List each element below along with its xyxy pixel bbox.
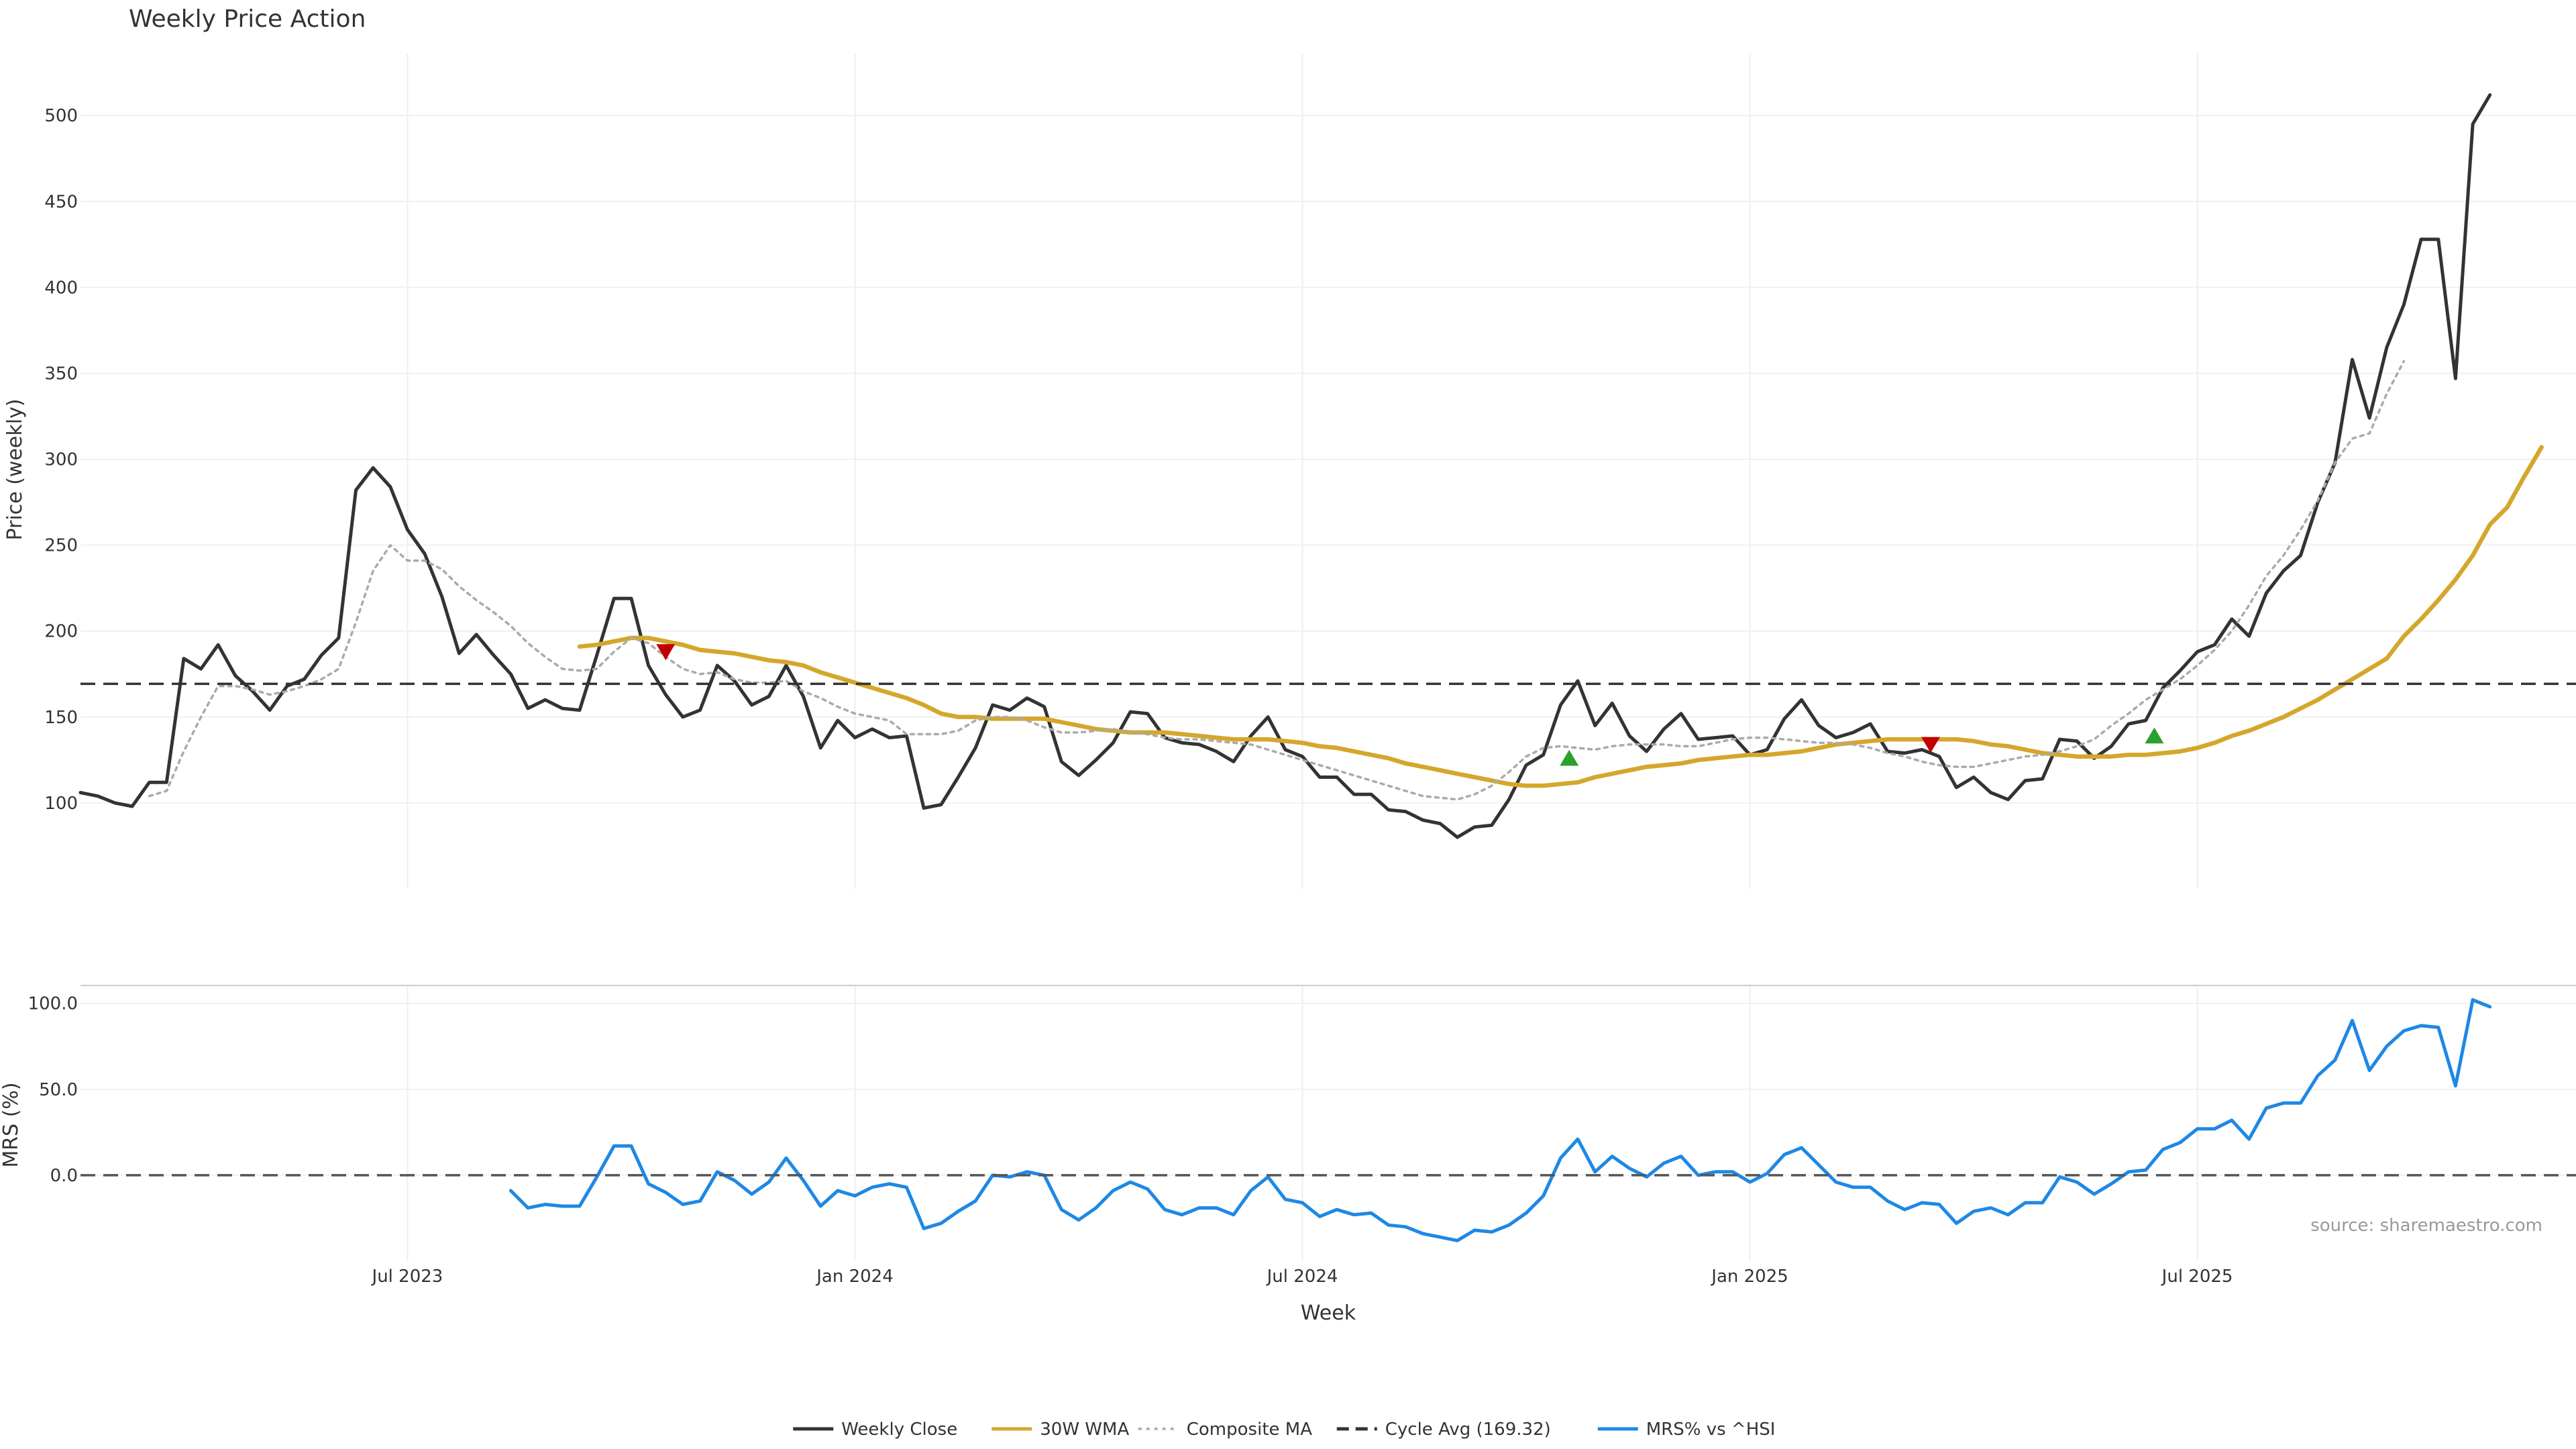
- signal-marker-triangle-up: [1560, 749, 1579, 766]
- signal-marker-triangle-down: [656, 644, 676, 661]
- legend-item-label: Cycle Avg (169.32): [1385, 1419, 1551, 1440]
- price-y-tick-label: 150: [44, 708, 78, 728]
- mrs-series-mrs-vs-hsi-line: [508, 998, 2492, 1242]
- price-y-tick-label: 500: [44, 106, 78, 126]
- price-series-composite-ma-line: [148, 360, 2406, 801]
- price-y-tick-label: 250: [44, 536, 78, 556]
- mrs-y-tick-label: 0.0: [50, 1166, 78, 1186]
- price-panel: 100 150 200 250 300 350 400 450 500: [44, 54, 2576, 889]
- week-x-axis-label: Week: [1301, 1301, 1356, 1325]
- x-tick-label: Jul 2025: [2161, 1267, 2233, 1287]
- price-y-tick-label: 450: [44, 192, 78, 212]
- legend-item-label: 30W WMA: [1040, 1419, 1129, 1440]
- mrs-panel: 0.0 50.0 100.0 Jul 2023 Jan 2024 Jul 2024 Jan …: [28, 985, 2576, 1287]
- price-y-tick-label: 400: [44, 278, 78, 298]
- legend-item-label: Composite MA: [1187, 1419, 1312, 1440]
- price-y-tick-label: 200: [44, 622, 78, 642]
- price-y-axis-label: Price (weekly): [3, 398, 27, 540]
- source-note: source: sharemaestro.com: [2310, 1216, 2542, 1236]
- price-y-tick-label: 300: [44, 450, 78, 470]
- legend-item-label: MRS% vs ^HSI: [1646, 1419, 1776, 1440]
- mrs-y-tick-label: 100.0: [28, 994, 78, 1014]
- x-tick-label: Jul 2024: [1266, 1267, 1338, 1287]
- signal-marker-triangle-down: [1921, 737, 1940, 753]
- mrs-y-tick-label: 50.0: [39, 1080, 78, 1100]
- x-tick-label: Jan 2024: [815, 1267, 894, 1287]
- mrs-y-axis-label: MRS (%): [0, 1082, 23, 1167]
- legend-item-label: Weekly Close: [841, 1419, 957, 1440]
- signal-marker-triangle-up: [2145, 727, 2164, 744]
- legend: Weekly Close 30W WMA Composite MA Cycle Avg…: [793, 1419, 1775, 1440]
- x-tick-label: Jul 2023: [371, 1267, 443, 1287]
- x-tick-label: Jan 2025: [1710, 1267, 1788, 1287]
- price-y-tick-label: 350: [44, 364, 78, 384]
- price-y-tick-label: 100: [44, 794, 78, 814]
- price-series-30w-wma-line: [577, 445, 2544, 788]
- price-series-weekly-close-line: [78, 93, 2492, 839]
- chart-title: Weekly Price Action: [129, 5, 366, 33]
